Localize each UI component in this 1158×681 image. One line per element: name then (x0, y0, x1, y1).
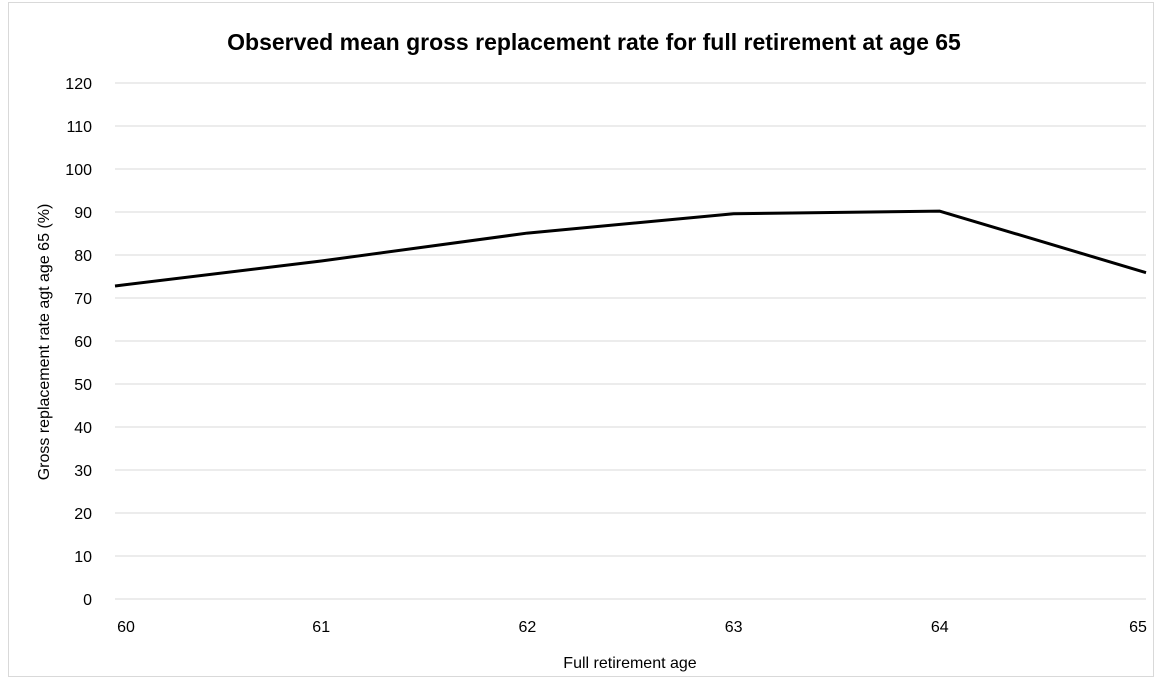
series-line (114, 209, 1147, 288)
x-tick-label: 65 (1129, 619, 1147, 636)
y-tick-label: 120 (65, 76, 92, 93)
y-tick-label: 0 (83, 592, 92, 609)
y-tick-label: 10 (74, 549, 92, 566)
grid-lines (115, 82, 1146, 557)
x-axis-label: Full retirement age (563, 655, 696, 672)
y-tick-label: 110 (66, 119, 92, 136)
x-tick-label: 63 (725, 619, 743, 636)
y-tick-label: 70 (74, 291, 92, 308)
y-tick-label: 30 (74, 463, 92, 480)
series-layer (114, 209, 1147, 288)
x-tick-label: 64 (931, 619, 949, 636)
y-tick-label: 50 (74, 377, 92, 394)
y-tick-label: 20 (74, 506, 92, 523)
x-tick-label: 60 (117, 619, 135, 636)
y-tick-label: 60 (74, 334, 92, 351)
y-axis-ticks: 0 10 20 30 40 50 60 70 80 90 100 110 120 (65, 76, 92, 609)
y-tick-label: 100 (65, 162, 92, 179)
chart-frame (8, 2, 1154, 677)
x-tick-label: 62 (519, 619, 537, 636)
y-tick-label: 80 (74, 248, 92, 265)
chart-title: Observed mean gross replacement rate for… (227, 29, 961, 55)
x-axis-ticks: 60 61 62 63 64 65 (117, 619, 1147, 636)
y-axis-label: Gross replacement rate agt age 65 (%) (36, 204, 53, 481)
x-tick-label: 61 (312, 619, 330, 636)
y-tick-label: 40 (74, 420, 92, 437)
y-tick-label: 90 (74, 205, 92, 222)
